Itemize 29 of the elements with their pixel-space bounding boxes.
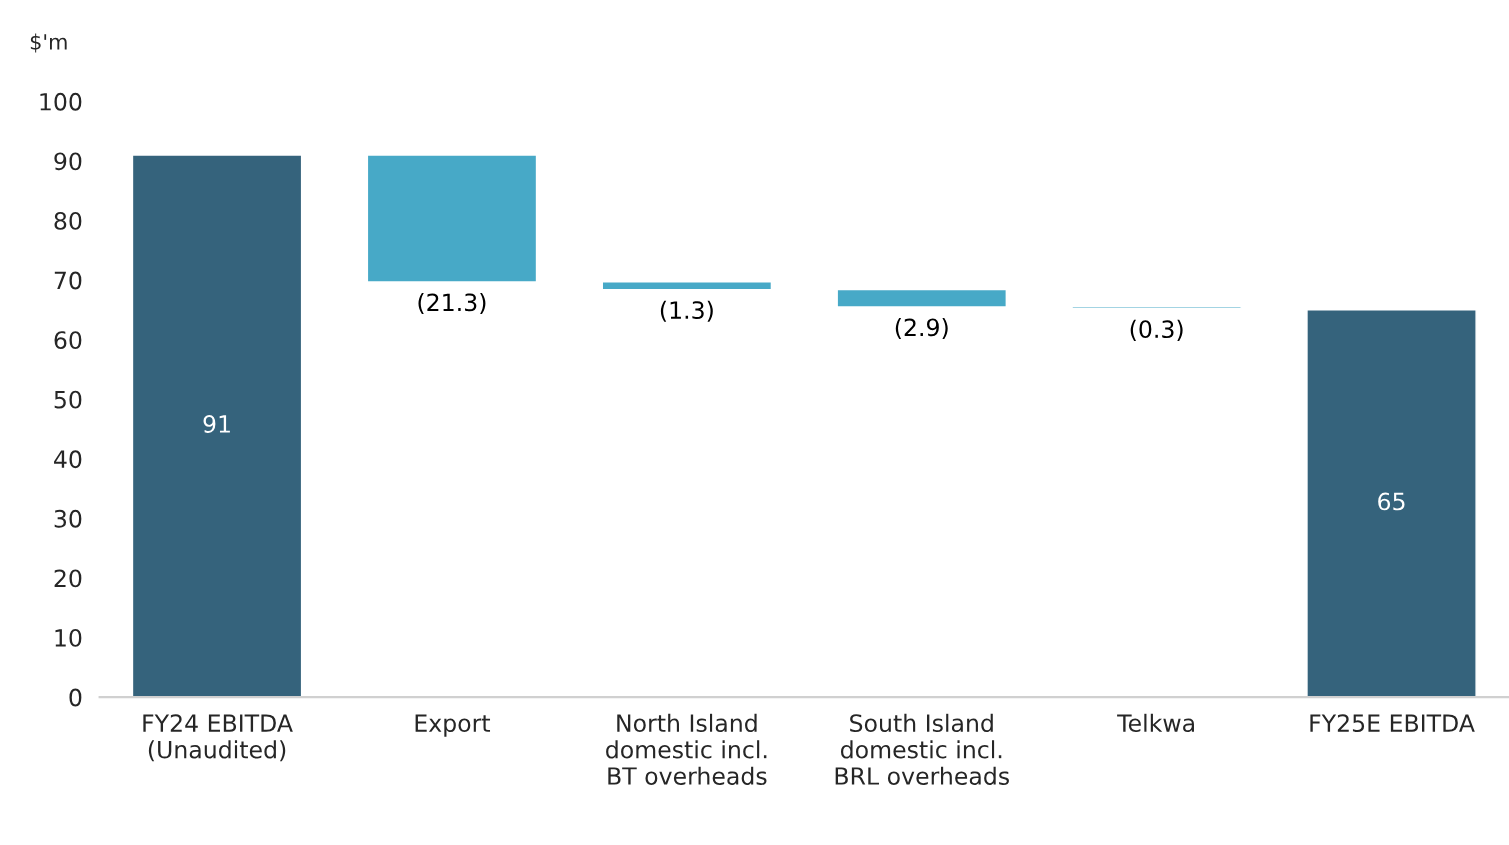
y-tick-label: 0 xyxy=(69,688,82,707)
y-tick-label: 10 xyxy=(55,629,82,647)
data-label: (2.9) xyxy=(895,318,948,340)
y-tick-label: 40 xyxy=(54,450,82,469)
data-label: (0.3) xyxy=(1130,319,1183,341)
y-tick-label: 80 xyxy=(54,211,82,230)
y-axis-title: $'m xyxy=(30,33,67,53)
data-label: 91 xyxy=(203,415,230,433)
x-tick-label: Export xyxy=(415,714,491,737)
bar xyxy=(601,281,773,291)
x-tick-label: FY24 EBITDA (Unaudited) xyxy=(143,714,293,762)
x-tick-label: Telkwa xyxy=(1117,713,1194,733)
y-tick-label: 90 xyxy=(54,152,82,171)
x-tick-label: North Island domestic incl. BT overheads xyxy=(606,713,767,785)
bar xyxy=(1306,309,1477,698)
bar xyxy=(366,154,538,283)
data-label: 65 xyxy=(1378,492,1405,511)
bar xyxy=(836,288,1008,308)
y-tick-label: 30 xyxy=(54,509,82,528)
y-tick-label: 100 xyxy=(40,92,82,111)
data-label: (21.3) xyxy=(418,293,486,315)
x-tick-label: South Island domestic incl. BRL overheads xyxy=(835,713,1009,785)
bar xyxy=(131,154,303,698)
y-tick-label: 20 xyxy=(54,569,82,588)
y-tick-label: 70 xyxy=(54,271,82,290)
x-tick-label: FY25E EBITDA xyxy=(1310,714,1475,733)
y-tick-label: 60 xyxy=(54,331,82,349)
data-label: (1.3) xyxy=(660,300,713,322)
y-tick-label: 50 xyxy=(54,390,82,409)
